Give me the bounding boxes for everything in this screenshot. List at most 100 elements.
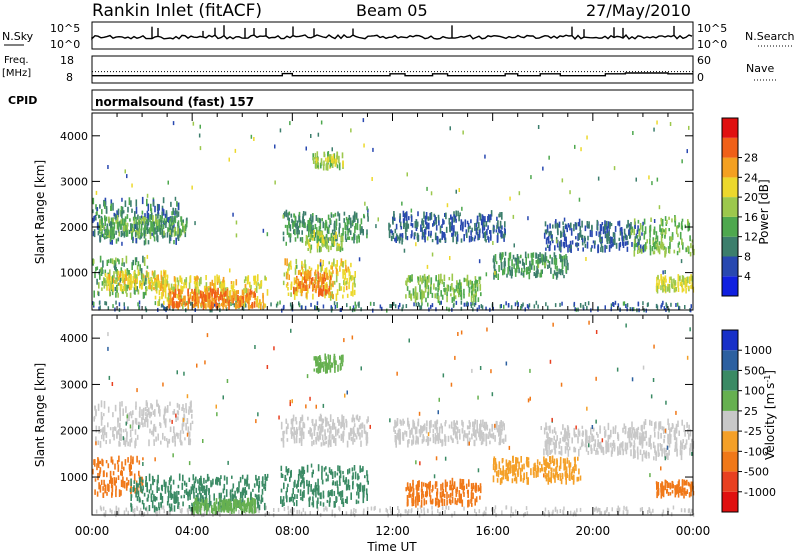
range-cell: [291, 423, 294, 430]
range-cell: [429, 420, 431, 427]
range-cell: [250, 496, 252, 501]
range-cell: [142, 279, 144, 285]
range-cell: [319, 222, 322, 230]
range-cell: [214, 275, 216, 284]
range-cell: [158, 296, 161, 301]
ground-scatter-cell: [304, 305, 307, 310]
range-cell: [342, 431, 344, 436]
range-cell: [119, 425, 121, 431]
range-cell: [152, 230, 155, 238]
ground-scatter-cell: [300, 305, 303, 310]
range-cell: [651, 245, 654, 252]
range-cell: [426, 279, 429, 287]
range-cell: [445, 420, 447, 424]
range-cell: [552, 273, 555, 279]
range-cell: [318, 276, 320, 284]
ground-scatter-cell: [663, 306, 666, 311]
range-cell: [423, 291, 425, 299]
range-cell: [437, 436, 440, 444]
range-cell: [116, 286, 119, 291]
range-cell: [129, 469, 131, 477]
range-cell: [127, 278, 129, 281]
range-cell: [503, 233, 505, 239]
range-cell: [181, 290, 183, 295]
range-cell: [348, 215, 351, 221]
range-cell: [342, 498, 344, 505]
range-cell: [427, 483, 429, 489]
range-cell: [327, 245, 330, 253]
range-cell: [637, 249, 639, 254]
range-cell: [341, 499, 343, 505]
isolated-echo-cell: [167, 180, 169, 185]
range-cell: [284, 258, 286, 266]
ground-scatter-cell: [208, 510, 211, 515]
range-cell: [181, 286, 183, 294]
range-cell: [395, 421, 397, 428]
range-cell: [282, 236, 285, 242]
range-cell: [328, 500, 331, 507]
range-cell: [141, 274, 144, 282]
range-cell: [150, 493, 153, 499]
range-cell: [319, 501, 322, 506]
range-cell: [677, 233, 679, 238]
range-cell: [159, 492, 162, 500]
range-cell: [414, 426, 417, 435]
isolated-echo-cell: [131, 183, 133, 188]
range-cell: [108, 273, 111, 280]
ground-scatter-cell: [338, 506, 340, 511]
range-cell: [539, 258, 541, 264]
range-cell: [506, 273, 508, 278]
range-cell: [584, 244, 587, 248]
range-cell: [424, 229, 427, 235]
range-cell: [353, 423, 356, 428]
range-cell: [126, 483, 128, 488]
range-cell: [549, 240, 552, 246]
range-cell: [160, 217, 163, 222]
range-cell: [179, 297, 181, 304]
range-cell: [345, 420, 348, 428]
range-cell: [213, 291, 216, 300]
range-cell: [449, 484, 451, 491]
range-cell: [453, 211, 455, 217]
range-cell: [330, 490, 332, 496]
ground-scatter-cell: [667, 508, 670, 513]
range-cell: [433, 283, 435, 290]
range-cell: [334, 362, 336, 369]
range-cell: [325, 240, 327, 248]
range-cell: [353, 417, 356, 423]
range-cell: [221, 294, 223, 299]
range-cell: [599, 235, 601, 243]
range-cell: [312, 153, 314, 161]
range-cell: [350, 275, 353, 282]
range-cell: [421, 227, 423, 232]
range-cell: [305, 279, 307, 284]
ground-scatter-cell: [290, 305, 293, 310]
range-cell: [496, 428, 499, 433]
range-cell: [134, 278, 137, 284]
range-cell: [254, 296, 256, 301]
ground-scatter-cell: [444, 509, 446, 514]
range-cell: [392, 219, 394, 225]
range-cell: [213, 296, 216, 304]
range-cell: [649, 230, 651, 238]
range-cell: [304, 211, 307, 216]
range-cell: [164, 422, 167, 428]
range-cell: [111, 258, 114, 265]
range-cell: [570, 222, 572, 229]
range-cell: [98, 282, 100, 289]
range-cell: [562, 225, 565, 233]
range-cell: [257, 494, 259, 500]
range-cell: [148, 473, 151, 482]
range-cell: [314, 485, 316, 493]
range-cell: [121, 219, 124, 226]
range-cell: [183, 494, 185, 499]
range-cell: [388, 222, 390, 231]
range-cell: [342, 261, 344, 268]
range-cell: [435, 423, 438, 431]
range-cell: [655, 231, 658, 240]
range-cell: [194, 291, 197, 297]
range-cell: [149, 281, 151, 290]
range-cell: [290, 473, 292, 477]
range-cell: [133, 480, 136, 484]
